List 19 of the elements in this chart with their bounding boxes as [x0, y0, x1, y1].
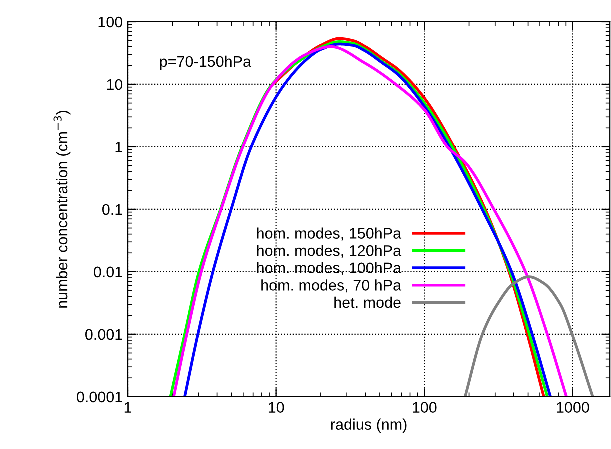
legend-label: hom. modes, 150hPa — [257, 228, 402, 241]
y-axis-title: number concentration (cm$^{−3}$) — [54, 110, 71, 308]
annotation: p=70-150hPa — [160, 56, 252, 70]
y-tick-label: 0.1 — [102, 204, 122, 216]
x-tick-label: 1000 — [557, 402, 590, 413]
y-tick-label: 0.01 — [94, 266, 122, 278]
y-tick-label: 1 — [116, 142, 122, 153]
y-tick-label: 0.001 — [86, 329, 122, 340]
x-axis-title: radius (nm) — [331, 418, 407, 434]
y-tick-label: 10 — [107, 79, 123, 90]
x-tick-label: 1 — [124, 402, 132, 413]
legend-label: hom. modes, 120hPa — [257, 245, 402, 258]
y-tick-label: 0.0001 — [77, 392, 122, 403]
y-tick-label: 100 — [98, 16, 123, 28]
x-tick-label: 10 — [268, 402, 284, 413]
legend-label: hom. modes, 70 hPa — [262, 280, 402, 293]
legend-label: het. mode — [334, 296, 401, 308]
x-tick-label: 100 — [413, 402, 437, 413]
legend-label: hom. modes, 100hPa — [257, 262, 402, 276]
